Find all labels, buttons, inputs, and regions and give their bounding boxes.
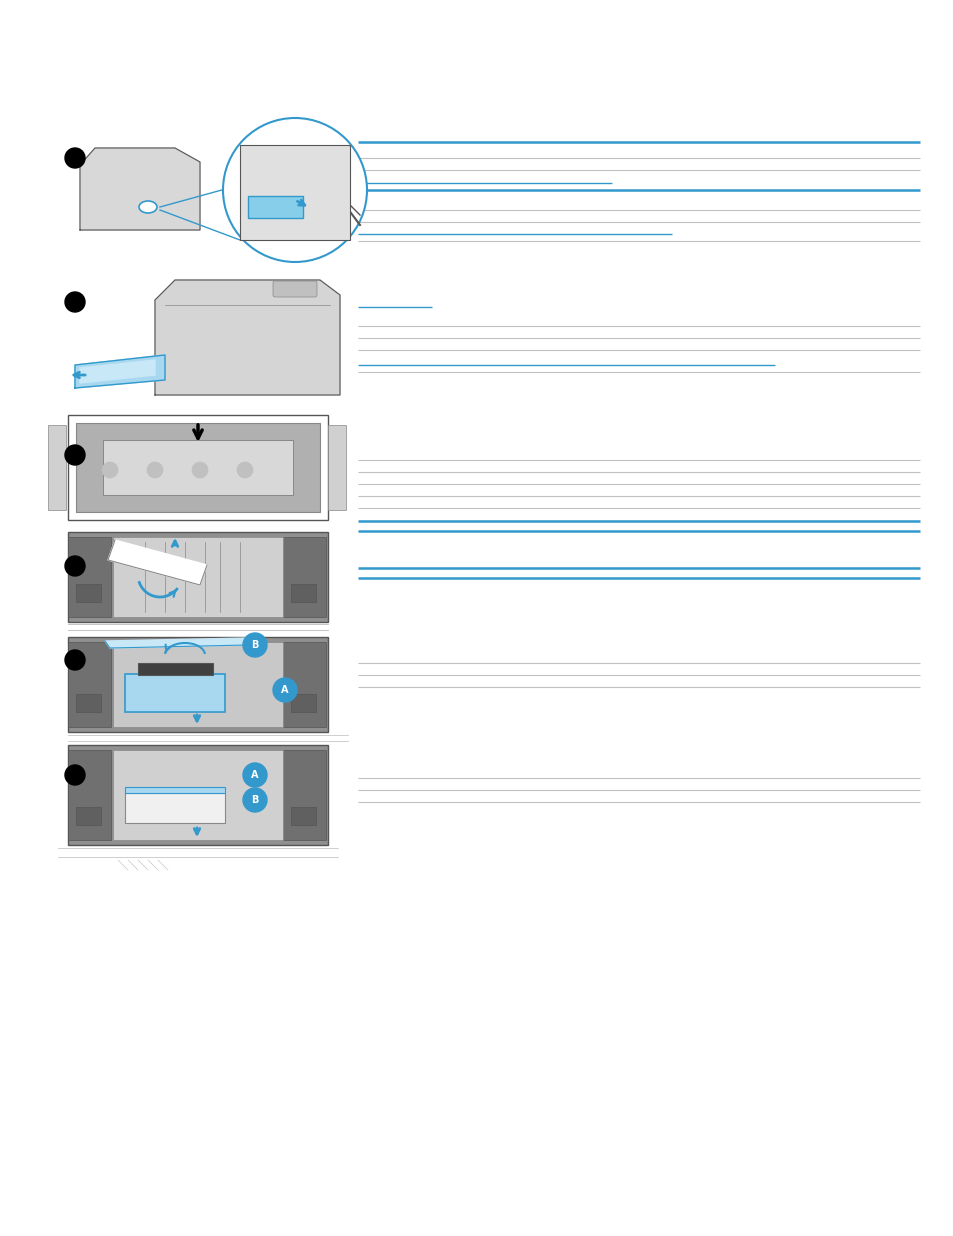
FancyBboxPatch shape [103, 440, 293, 494]
FancyBboxPatch shape [283, 536, 326, 617]
FancyBboxPatch shape [283, 750, 326, 840]
FancyBboxPatch shape [76, 583, 101, 602]
Circle shape [223, 117, 367, 262]
Polygon shape [108, 540, 207, 585]
Circle shape [243, 789, 267, 812]
FancyBboxPatch shape [291, 583, 315, 602]
FancyBboxPatch shape [48, 425, 66, 510]
Circle shape [147, 462, 163, 478]
Polygon shape [154, 281, 339, 396]
FancyBboxPatch shape [291, 807, 315, 824]
Polygon shape [75, 355, 165, 388]
Circle shape [243, 763, 267, 787]
Polygon shape [80, 148, 200, 230]
Circle shape [65, 556, 85, 576]
Circle shape [65, 445, 85, 465]
FancyBboxPatch shape [112, 750, 283, 840]
Circle shape [192, 462, 208, 478]
FancyBboxPatch shape [273, 281, 316, 297]
FancyBboxPatch shape [76, 693, 101, 712]
Circle shape [65, 650, 85, 670]
Circle shape [65, 292, 85, 311]
Polygon shape [105, 638, 248, 648]
Circle shape [65, 148, 85, 168]
FancyBboxPatch shape [76, 423, 319, 512]
Text: A: A [281, 685, 289, 695]
FancyBboxPatch shape [68, 536, 111, 617]
FancyBboxPatch shape [283, 641, 326, 727]
FancyBboxPatch shape [125, 787, 225, 794]
FancyBboxPatch shape [76, 807, 101, 824]
FancyBboxPatch shape [125, 674, 225, 712]
Circle shape [102, 462, 118, 478]
FancyBboxPatch shape [328, 425, 346, 510]
Circle shape [236, 462, 253, 478]
FancyBboxPatch shape [112, 536, 283, 617]
Circle shape [65, 765, 85, 785]
FancyBboxPatch shape [291, 693, 315, 712]
FancyBboxPatch shape [240, 145, 350, 240]
FancyBboxPatch shape [68, 531, 328, 622]
FancyBboxPatch shape [112, 641, 283, 727]
Text: B: B [251, 640, 258, 650]
FancyBboxPatch shape [248, 197, 303, 218]
Ellipse shape [139, 201, 157, 213]
Text: A: A [251, 770, 258, 780]
FancyBboxPatch shape [68, 745, 328, 845]
FancyBboxPatch shape [68, 637, 328, 732]
Text: B: B [251, 795, 258, 805]
FancyBboxPatch shape [138, 662, 213, 675]
Circle shape [243, 633, 267, 658]
FancyBboxPatch shape [68, 641, 111, 727]
Circle shape [273, 679, 296, 702]
FancyBboxPatch shape [125, 794, 225, 823]
FancyBboxPatch shape [68, 750, 111, 840]
FancyBboxPatch shape [68, 415, 328, 520]
Polygon shape [80, 360, 154, 383]
